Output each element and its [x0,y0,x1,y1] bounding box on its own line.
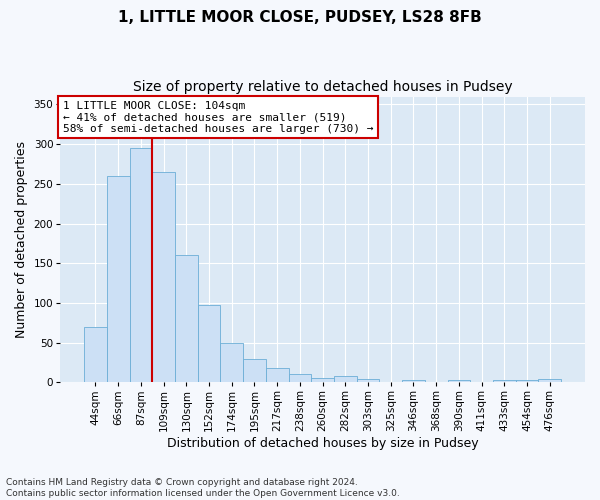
Bar [356,379,379,382]
Text: 1 LITTLE MOOR CLOSE: 104sqm
← 41% of detached houses are smaller (519)
58% of se: 1 LITTLE MOOR CLOSE: 104sqm ← 41% of det… [63,101,373,134]
Bar [448,380,470,382]
Bar [493,380,516,382]
X-axis label: Distribution of detached houses by size in Pudsey: Distribution of detached houses by size … [167,437,478,450]
Text: 1, LITTLE MOOR CLOSE, PUDSEY, LS28 8FB: 1, LITTLE MOOR CLOSE, PUDSEY, LS28 8FB [118,10,482,25]
Y-axis label: Number of detached properties: Number of detached properties [15,141,28,338]
Bar [516,380,538,382]
Text: Contains HM Land Registry data © Crown copyright and database right 2024.
Contai: Contains HM Land Registry data © Crown c… [6,478,400,498]
Bar [130,148,152,382]
Bar [175,256,197,382]
Bar [402,380,425,382]
Bar [334,376,356,382]
Bar [152,172,175,382]
Bar [197,304,220,382]
Title: Size of property relative to detached houses in Pudsey: Size of property relative to detached ho… [133,80,512,94]
Bar [243,360,266,382]
Bar [538,379,561,382]
Bar [107,176,130,382]
Bar [220,344,243,382]
Bar [311,378,334,382]
Bar [289,374,311,382]
Bar [266,368,289,382]
Bar [84,327,107,382]
